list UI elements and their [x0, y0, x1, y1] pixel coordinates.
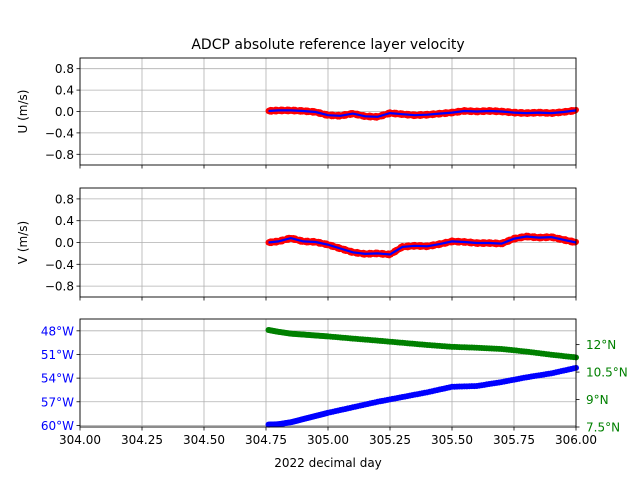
latitude-tick-label: 9°N	[586, 393, 609, 407]
longitude-tick-label: 51°W	[41, 348, 74, 362]
x-tick-label: 306.00	[555, 433, 597, 447]
x-tick-label: 305.50	[431, 433, 473, 447]
v-y-tick-label: −0.4	[45, 258, 74, 272]
chart-title: ADCP absolute reference layer velocity	[191, 37, 464, 53]
v-smoothed-line	[268, 235, 577, 256]
x-tick-label: 304.00	[59, 433, 101, 447]
x-tick-label: 304.25	[121, 433, 163, 447]
u-velocity-panel: −0.8 −0.4 0.0 0.4 0.8 U (m/s)	[16, 57, 579, 169]
v-y-tick-label: 0.4	[55, 214, 74, 228]
v-y-tick-label: 0.0	[55, 236, 74, 250]
u-y-tick-label: −0.4	[45, 126, 74, 140]
longitude-tick-label: 60°W	[41, 419, 74, 433]
x-tick-label: 304.75	[245, 433, 287, 447]
u-y-tick-label: 0.4	[55, 84, 74, 98]
v-axes-frame	[79, 187, 577, 298]
position-panel: 304.00 304.25 304.50 304.75 305.00 305.25 305.…	[41, 318, 628, 447]
x-tick-label: 304.50	[183, 433, 225, 447]
u-smoothed-line	[268, 109, 577, 118]
v-y-tick-label: −0.8	[45, 280, 74, 294]
v-velocity-panel: −0.8 −0.4 0.0 0.4 0.8 V (m/s)	[16, 187, 579, 301]
latitude-tick-label: 12°N	[586, 338, 616, 352]
u-y-tick-label: 0.8	[55, 62, 74, 76]
latitude-tick-label: 7.5°N	[586, 421, 620, 435]
u-axes-frame	[79, 57, 577, 166]
v-y-tick-label: 0.8	[55, 192, 74, 206]
latitude-tick-label: 10.5°N	[586, 366, 628, 380]
x-axis-label: 2022 decimal day	[274, 456, 382, 470]
longitude-tick-label: 54°W	[41, 372, 74, 386]
u-y-axis-label: U (m/s)	[16, 90, 30, 134]
longitude-tick-label: 57°W	[41, 395, 74, 409]
v-y-axis-label: V (m/s)	[16, 221, 30, 264]
u-y-tick-label: −0.8	[45, 148, 74, 162]
u-y-tick-label: 0.0	[55, 105, 74, 119]
longitude-tick-label: 48°W	[41, 324, 74, 338]
pos-axes-frame	[79, 318, 577, 428]
x-tick-label: 305.25	[369, 433, 411, 447]
x-tick-label: 305.00	[307, 433, 349, 447]
x-tick-label: 305.75	[493, 433, 535, 447]
